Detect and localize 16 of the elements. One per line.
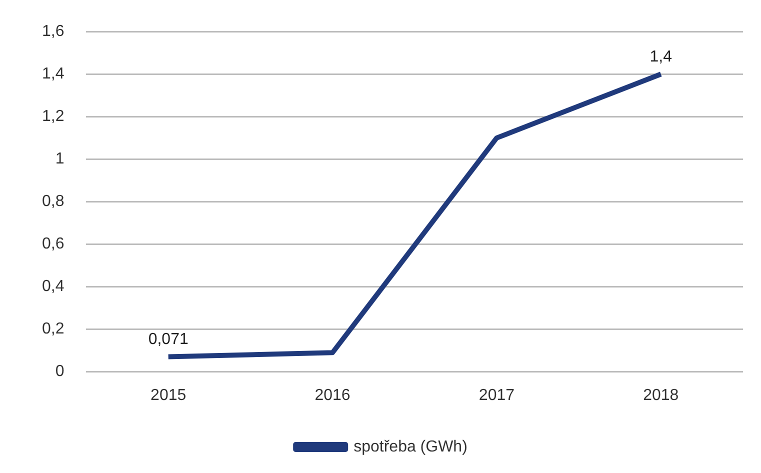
y-tick-label: 1 xyxy=(55,150,64,168)
y-tick-label: 1,2 xyxy=(42,108,64,126)
data-label: 1,4 xyxy=(650,48,672,66)
x-tick-label: 2018 xyxy=(643,386,679,404)
y-tick-label: 1,6 xyxy=(42,23,64,40)
y-tick-label: 0 xyxy=(55,363,64,380)
x-tick-label: 2017 xyxy=(478,386,515,404)
x-tick-label: 2016 xyxy=(314,386,350,404)
y-tick-label: 0,8 xyxy=(42,193,64,210)
y-tick-label: 0,4 xyxy=(42,278,64,296)
y-tick-label: 0,6 xyxy=(42,236,64,253)
data-label: 0,071 xyxy=(148,331,188,348)
legend-label: spotřeba (GWh) xyxy=(354,438,468,456)
y-tick-label: 0,2 xyxy=(42,320,64,338)
x-tick-label: 2015 xyxy=(150,386,186,404)
y-tick-label: 1,4 xyxy=(42,66,64,83)
